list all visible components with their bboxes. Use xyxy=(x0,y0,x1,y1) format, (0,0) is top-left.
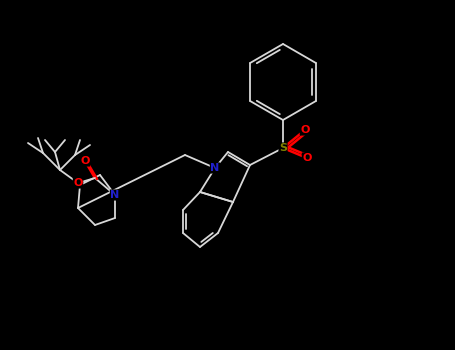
Text: N: N xyxy=(210,163,220,173)
Text: O: O xyxy=(302,153,312,163)
Text: S: S xyxy=(279,143,287,153)
Text: N: N xyxy=(111,190,120,200)
Text: O: O xyxy=(73,178,83,188)
Text: O: O xyxy=(81,156,90,166)
Text: O: O xyxy=(300,125,310,135)
